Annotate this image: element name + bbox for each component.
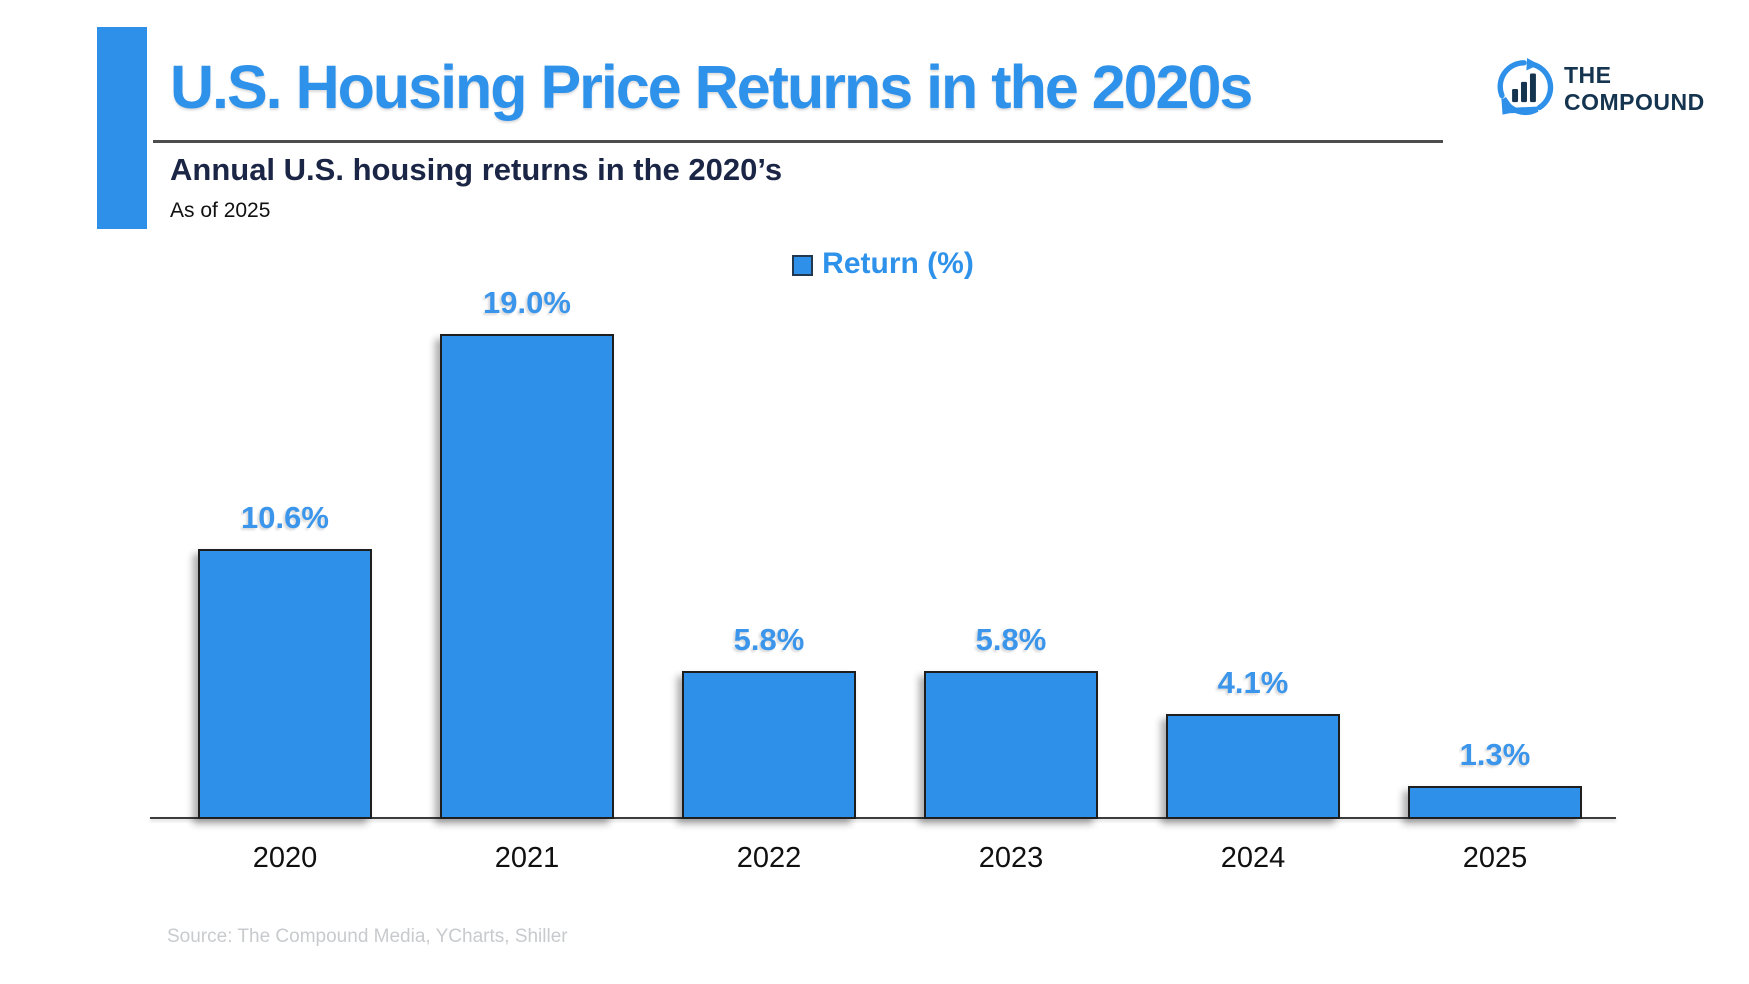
x-axis-label-2021: 2021	[494, 842, 560, 874]
chart-subtitle: Annual U.S. housing returns in the 2020’…	[170, 152, 783, 187]
x-axis-line	[150, 817, 1616, 819]
bar-value-label-2023: 5.8%	[975, 622, 1047, 657]
logo-wordmark: THE COMPOUND	[1564, 62, 1705, 116]
bar-2023	[924, 671, 1098, 819]
legend-label: Return (%)	[822, 247, 974, 280]
x-axis-label-2022: 2022	[736, 842, 802, 874]
bar-2024	[1166, 714, 1340, 819]
logo-line-1: THE	[1564, 62, 1612, 88]
bar-2021	[440, 334, 614, 819]
x-axis-label-2020: 2020	[252, 842, 318, 874]
bar-value-label-2022: 5.8%	[733, 622, 805, 657]
bar-value-label-2024: 4.1%	[1217, 665, 1289, 700]
accent-bar	[97, 27, 147, 229]
title-divider	[153, 140, 1443, 143]
chart-legend: Return (%)	[150, 247, 1616, 281]
x-axis-label-2025: 2025	[1462, 842, 1528, 874]
bar-value-label-2021: 19.0%	[483, 285, 571, 320]
as-of-label: As of 2025	[170, 199, 271, 222]
logo-line-2: COMPOUND	[1564, 89, 1705, 115]
page-title: U.S. Housing Price Returns in the 2020s	[170, 53, 1253, 121]
x-axis-label-2023: 2023	[978, 842, 1044, 874]
bar-2022	[682, 671, 856, 819]
x-axis-label-2024: 2024	[1220, 842, 1286, 874]
source-note: Source: The Compound Media, YCharts, Shi…	[167, 926, 568, 947]
legend-swatch-icon	[792, 255, 814, 276]
bar-value-label-2020: 10.6%	[241, 500, 329, 535]
bar-2020	[198, 549, 372, 819]
bar-value-label-2025: 1.3%	[1459, 737, 1531, 772]
compound-chart-bubble-icon	[1497, 58, 1554, 116]
bar-2025	[1408, 786, 1582, 819]
the-compound-logo: THE COMPOUND	[1494, 58, 1705, 120]
